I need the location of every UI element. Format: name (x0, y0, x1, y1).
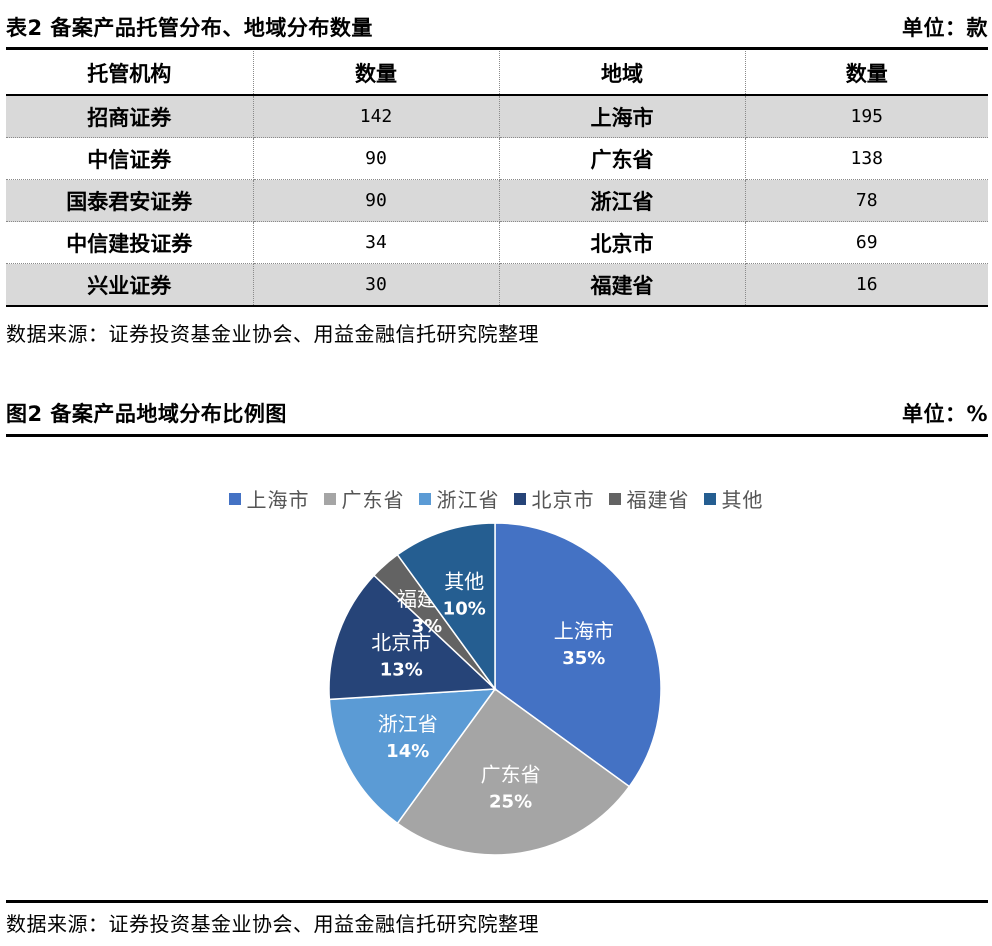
pie-slice (328, 574, 497, 701)
table-row: 招商证券 142 上海市 195 (6, 95, 988, 138)
legend-item: 北京市 (513, 484, 595, 513)
custodian-count-cell: 90 (253, 137, 500, 180)
custodian-count-cell: 142 (253, 95, 500, 138)
slice-value-label: 25% (489, 791, 532, 812)
figure-title: 图2 备案产品地域分布比例图 (6, 402, 287, 426)
slice-value-label: 3% (412, 616, 443, 637)
slice-name-label: 北京市 (371, 630, 431, 654)
custodian-cell: 招商证券 (6, 95, 254, 138)
table-row: 中信建投证券 34 北京市 69 (6, 221, 988, 264)
pie-slice (396, 522, 496, 692)
slice-name-label: 广东省 (481, 762, 541, 786)
region-cell: 福建省 (499, 263, 746, 307)
region-count-cell: 138 (745, 137, 988, 180)
legend-item: 其他 (703, 484, 764, 513)
legend-item: 上海市 (228, 484, 310, 513)
figure-unit: 单位：% (901, 402, 988, 426)
region-cell: 广东省 (499, 137, 746, 180)
pie-slice (494, 522, 662, 788)
header-custodian: 托管机构 (6, 51, 254, 96)
custodian-count-cell: 30 (253, 263, 500, 307)
header-region-count: 数量 (745, 51, 988, 96)
pie-slice (396, 687, 631, 856)
table-caption-row: 表2 备案产品托管分布、地域分布数量 单位：款 (6, 10, 988, 44)
pie-slice (328, 688, 497, 825)
table-row: 中信证券 90 广东省 138 (6, 137, 988, 180)
slice-name-label: 浙江省 (378, 712, 438, 736)
custodian-cell: 中信建投证券 (6, 221, 254, 264)
region-cell: 上海市 (499, 95, 746, 138)
table-unit: 单位：款 (902, 16, 988, 40)
table-top-rule (6, 47, 988, 50)
figure-bottom-rule (6, 900, 988, 903)
legend-label: 浙江省 (436, 488, 500, 512)
slice-value-label: 10% (443, 598, 486, 619)
legend-swatch (418, 492, 431, 505)
region-cell: 北京市 (499, 221, 746, 264)
header-custodian-count: 数量 (253, 51, 500, 96)
header-region: 地域 (499, 51, 746, 96)
table-title: 表2 备案产品托管分布、地域分布数量 (6, 16, 373, 40)
custodian-cell: 兴业证券 (6, 263, 254, 307)
figure-source-note: 数据来源：证券投资基金业协会、用益金融信托研究院整理 (6, 912, 539, 936)
legend-label: 广东省 (341, 488, 405, 512)
legend-item: 浙江省 (418, 484, 500, 513)
figure-top-rule (6, 434, 988, 437)
legend-label: 其他 (721, 488, 764, 512)
table-row: 兴业证券 30 福建省 16 (6, 263, 988, 307)
legend-label: 北京市 (531, 488, 595, 512)
region-count-cell: 16 (745, 263, 988, 307)
legend-swatch (323, 492, 336, 505)
figure-caption-row: 图2 备案产品地域分布比例图 单位：% (6, 396, 988, 430)
pie-legend: 上海市 广东省 浙江省 北京市 福建省 其他 (0, 484, 992, 513)
legend-item: 福建省 (608, 484, 690, 513)
custodian-cell: 国泰君安证券 (6, 179, 254, 222)
table-header-row: 托管机构 数量 地域 数量 (6, 51, 988, 96)
table-source-note: 数据来源：证券投资基金业协会、用益金融信托研究院整理 (6, 322, 539, 346)
region-count-cell: 69 (745, 221, 988, 264)
region-cell: 浙江省 (499, 179, 746, 222)
region-count-cell: 78 (745, 179, 988, 222)
legend-swatch (703, 492, 716, 505)
legend-swatch (513, 492, 526, 505)
legend-label: 上海市 (246, 488, 310, 512)
custodian-count-cell: 90 (253, 179, 500, 222)
custodian-count-cell: 34 (253, 221, 500, 264)
custody-region-table: 托管机构 数量 地域 数量 招商证券 142 上海市 195 中信证券 90 广… (6, 51, 988, 307)
legend-swatch (608, 492, 621, 505)
custodian-cell: 中信证券 (6, 137, 254, 180)
slice-value-label: 13% (380, 659, 423, 680)
legend-swatch (228, 492, 241, 505)
slice-name-label: 其他 (444, 569, 484, 593)
legend-item: 广东省 (323, 484, 405, 513)
slice-value-label: 14% (386, 741, 429, 762)
slice-name-label: 上海市 (554, 619, 614, 643)
slice-value-label: 35% (562, 648, 605, 669)
table-row: 国泰君安证券 90 浙江省 78 (6, 179, 988, 222)
region-count-cell: 195 (745, 95, 988, 138)
legend-label: 福建省 (626, 488, 690, 512)
